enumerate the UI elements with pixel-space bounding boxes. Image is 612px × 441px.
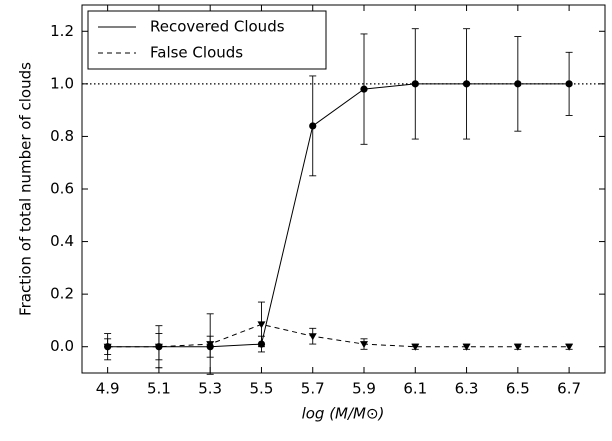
point (308, 333, 317, 341)
legend-label: False Clouds (150, 44, 243, 62)
y-tick-label: 0.8 (50, 127, 74, 145)
point (411, 343, 420, 351)
x-axis-label: log (M/M⊙) (302, 405, 385, 423)
x-tick-label: 6.3 (455, 380, 479, 398)
x-tick-label: 5.3 (198, 380, 222, 398)
x-tick-label: 5.7 (301, 380, 325, 398)
point (565, 343, 574, 351)
x-tick-label: 5.5 (250, 380, 274, 398)
y-tick-label: 0.4 (50, 232, 74, 250)
x-tick-label: 4.9 (96, 380, 120, 398)
point (360, 85, 368, 93)
point (103, 343, 112, 351)
point (257, 321, 266, 329)
point (206, 341, 215, 349)
point (154, 343, 163, 351)
point (462, 343, 471, 351)
y-tick-label: 0.2 (50, 285, 74, 303)
point (513, 343, 522, 351)
x-tick-label: 6.5 (506, 380, 530, 398)
point (309, 122, 317, 130)
x-tick-label: 6.1 (403, 380, 427, 398)
y-tick-label: 1.2 (50, 22, 74, 40)
plot-frame (81, 4, 606, 374)
series-line (107, 323, 570, 348)
x-tick-label: 5.1 (147, 380, 171, 398)
legend-label: Recovered Clouds (150, 18, 285, 36)
x-tick-label: 6.7 (557, 380, 581, 398)
point (565, 80, 573, 88)
point (360, 341, 369, 349)
point (462, 80, 471, 88)
point (514, 80, 522, 88)
series-line (107, 83, 570, 348)
y-tick-label: 0.6 (50, 180, 74, 198)
y-tick-label: 1.0 (50, 74, 74, 92)
x-tick-label: 5.9 (352, 380, 376, 398)
legend-box (87, 10, 327, 70)
y-axis-label: Fraction of total number of clouds (17, 62, 35, 316)
point (411, 80, 419, 88)
y-tick-label: 0.0 (50, 337, 74, 355)
